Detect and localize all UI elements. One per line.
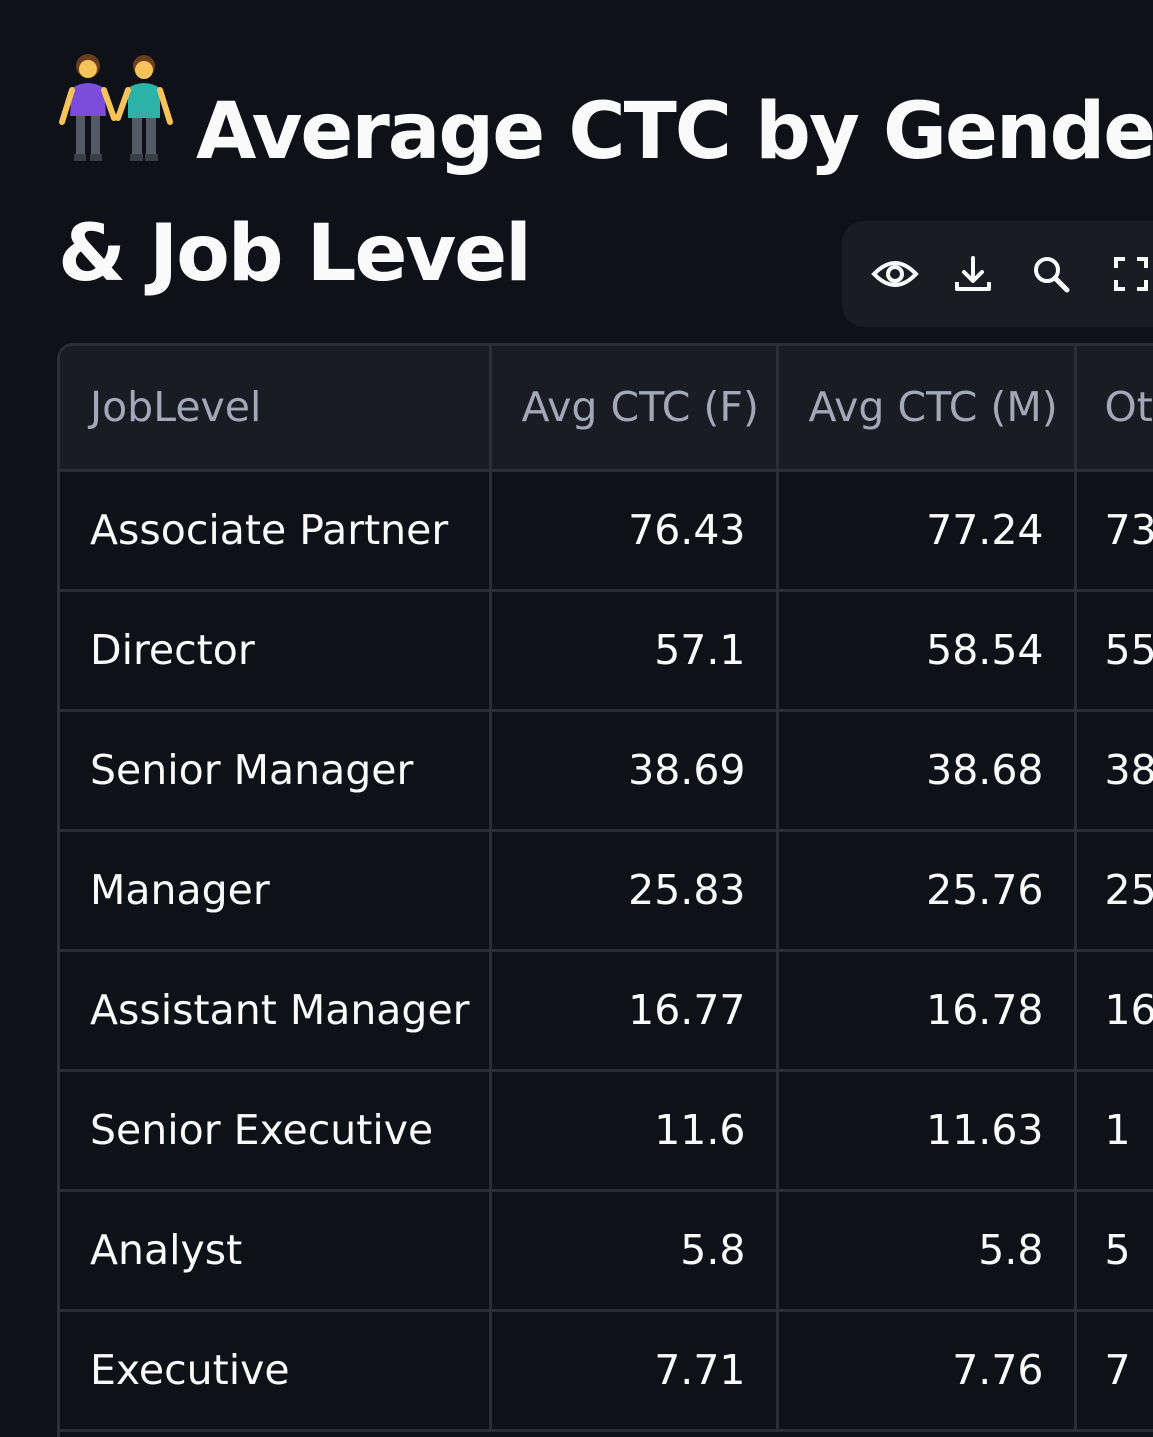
- ctc-table: JobLevel Avg CTC (F) Avg CTC (M) Ot Asso…: [60, 346, 1153, 1432]
- cell-joblevel[interactable]: Director: [60, 590, 492, 712]
- header-row: JobLevel Avg CTC (F) Avg CTC (M) Ot: [60, 346, 1153, 472]
- cell-avg-ctc-m[interactable]: 58.54: [777, 590, 1077, 712]
- cell-other[interactable]: 55: [1075, 590, 1153, 712]
- title-text-1: Average CTC by Gender: [196, 87, 1153, 177]
- column-header-avg-ctc-m[interactable]: Avg CTC (M): [777, 346, 1077, 472]
- table-row: Analyst 5.8 5.8 5: [60, 1190, 1153, 1312]
- title-line-2: & Job Level: [58, 209, 532, 299]
- cell-other[interactable]: 73: [1075, 470, 1153, 592]
- search-button[interactable]: [1024, 247, 1078, 301]
- cell-avg-ctc-m[interactable]: 25.76: [777, 830, 1077, 952]
- cell-avg-ctc-m[interactable]: 11.63: [777, 1070, 1077, 1192]
- cell-avg-ctc-m[interactable]: 77.24: [777, 470, 1077, 592]
- column-header-other[interactable]: Ot: [1075, 346, 1153, 472]
- search-icon: [1031, 254, 1071, 294]
- cell-other[interactable]: 7: [1075, 1310, 1153, 1432]
- download-icon: [953, 254, 993, 294]
- cell-other[interactable]: 38: [1075, 710, 1153, 832]
- show-columns-button[interactable]: [868, 247, 922, 301]
- people-holding-hands-icon: [58, 52, 176, 196]
- cell-avg-ctc-f[interactable]: 5.8: [490, 1190, 779, 1312]
- cell-avg-ctc-m[interactable]: 38.68: [777, 710, 1077, 832]
- cell-other[interactable]: 16: [1075, 950, 1153, 1072]
- cell-joblevel[interactable]: Analyst: [60, 1190, 492, 1312]
- fullscreen-button[interactable]: [1104, 247, 1153, 301]
- column-header-avg-ctc-f[interactable]: Avg CTC (F): [490, 346, 779, 472]
- cell-avg-ctc-f[interactable]: 7.71: [490, 1310, 779, 1432]
- cell-avg-ctc-f[interactable]: 57.1: [490, 590, 779, 712]
- cell-avg-ctc-m[interactable]: 16.78: [777, 950, 1077, 1072]
- eye-icon: [871, 256, 919, 292]
- cell-joblevel[interactable]: Assistant Manager: [60, 950, 492, 1072]
- fullscreen-icon: [1113, 256, 1149, 292]
- column-header-joblevel[interactable]: JobLevel: [60, 346, 492, 472]
- table-row: Director 57.1 58.54 55: [60, 590, 1153, 712]
- cell-other[interactable]: 5: [1075, 1190, 1153, 1312]
- download-button[interactable]: [946, 247, 1000, 301]
- page-title: Average CTC by Gender & Job Level: [58, 52, 1153, 312]
- table-row: Assistant Manager 16.77 16.78 16: [60, 950, 1153, 1072]
- dataframe-toolbar: [842, 221, 1153, 327]
- dataframe[interactable]: JobLevel Avg CTC (F) Avg CTC (M) Ot Asso…: [57, 343, 1153, 1437]
- cell-joblevel[interactable]: Senior Executive: [60, 1070, 492, 1192]
- cell-avg-ctc-f[interactable]: 38.69: [490, 710, 779, 832]
- table-row: Manager 25.83 25.76 25: [60, 830, 1153, 952]
- title-line-1: Average CTC by Gender: [58, 52, 1153, 196]
- cell-other[interactable]: 1: [1075, 1070, 1153, 1192]
- cell-avg-ctc-m[interactable]: 7.76: [777, 1310, 1077, 1432]
- table-row: Executive 7.71 7.76 7: [60, 1310, 1153, 1432]
- cell-joblevel[interactable]: Senior Manager: [60, 710, 492, 832]
- table-row: Senior Manager 38.69 38.68 38: [60, 710, 1153, 832]
- table-row: Senior Executive 11.6 11.63 1: [60, 1070, 1153, 1192]
- cell-joblevel[interactable]: Manager: [60, 830, 492, 952]
- table-row: Associate Partner 76.43 77.24 73: [60, 470, 1153, 592]
- cell-joblevel[interactable]: Executive: [60, 1310, 492, 1432]
- cell-avg-ctc-f[interactable]: 16.77: [490, 950, 779, 1072]
- cell-avg-ctc-f[interactable]: 11.6: [490, 1070, 779, 1192]
- cell-avg-ctc-f[interactable]: 76.43: [490, 470, 779, 592]
- cell-avg-ctc-m[interactable]: 5.8: [777, 1190, 1077, 1312]
- cell-joblevel[interactable]: Associate Partner: [60, 470, 492, 592]
- cell-other[interactable]: 25: [1075, 830, 1153, 952]
- cell-avg-ctc-f[interactable]: 25.83: [490, 830, 779, 952]
